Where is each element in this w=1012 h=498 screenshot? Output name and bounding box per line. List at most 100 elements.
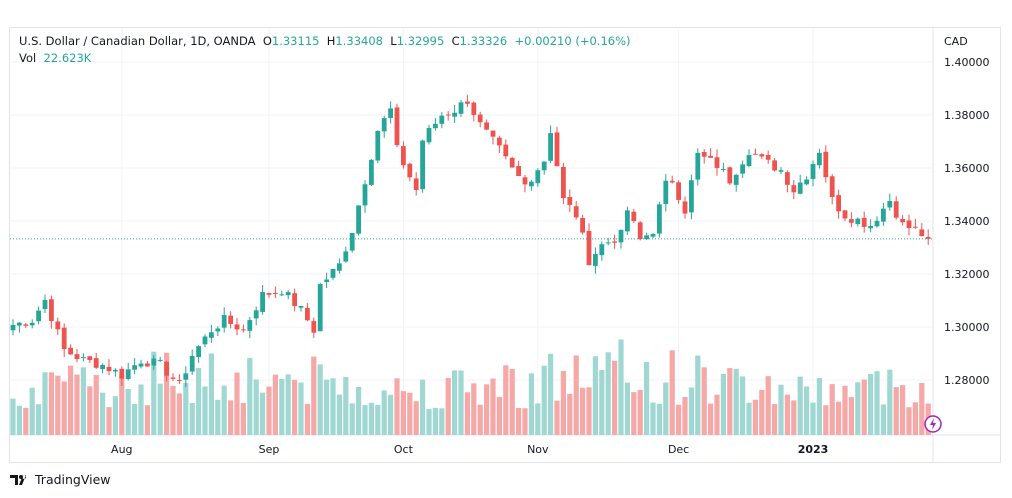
candle-body [503,144,509,157]
volume-bar [36,404,42,435]
candle-body [209,332,214,338]
volume-bar [765,376,771,435]
volume-bar [618,339,624,435]
candle-body [253,310,259,319]
candle-body [804,179,809,185]
candle-body [42,299,48,310]
volume-bar [816,378,822,435]
candle-body [317,284,323,332]
candle-body [746,155,752,167]
candle-body [343,251,349,262]
volume-bar [10,398,16,435]
candle-body [618,229,624,243]
volume-bar [215,399,221,435]
candle-body [586,230,592,266]
candle-body [29,322,35,326]
volume-bar [87,386,93,435]
volume-bar [452,370,458,435]
volume-bar [503,365,509,435]
volume-bar [240,403,246,435]
symbol-legend: U.S. Dollar / Canadian Dollar, 1D, OANDA… [19,34,631,48]
candle-body [778,170,784,172]
candle-body [375,131,381,161]
candle-body [311,321,317,333]
low-label: L [390,34,397,48]
candle-body [842,210,848,219]
candle-body [676,182,681,200]
volume-bar [381,390,387,435]
volume-bar [880,404,886,435]
candle-body [106,366,112,372]
volume-bar [432,407,438,435]
volume-bar [234,372,240,435]
candle-body [689,180,694,213]
candle-body [164,361,169,376]
brand-name: TradingView [35,472,111,487]
volume-bar [560,371,566,435]
change-value: +0.00210 (+0.16%) [514,34,631,48]
currency-label: CAD [944,35,968,48]
candle-body [855,218,861,225]
candle-body [196,346,201,358]
candle-body [292,293,297,307]
volume-bar [189,403,195,435]
candle-body [183,373,189,380]
volume-bar [285,374,291,435]
candle-body [791,185,797,193]
candle-body [241,329,246,331]
candle-body [55,321,61,330]
candle-body [221,314,227,328]
candle-body [765,154,771,160]
volume-bar [413,401,419,435]
candle-body [337,263,342,271]
volume-bar [93,375,99,435]
volume-bar [861,379,867,435]
tradingview-logo[interactable]: TradingView [10,472,111,487]
volume-bar [74,374,80,435]
volume-bar [810,402,816,435]
volume-bar [528,373,534,435]
candle-body [631,211,637,222]
volume-legend: Vol 22.623K [19,51,91,65]
volume-bar [663,382,669,435]
candle-body [605,242,611,244]
candle-body [87,356,93,361]
candle-body [650,233,656,237]
candle-body [420,140,425,190]
volume-bar [112,396,118,435]
candle-body [234,324,240,330]
volume-bar [106,407,112,435]
candle-body [260,292,265,312]
candle-body [900,219,905,223]
candle-body [305,307,310,321]
y-tick-label: 1.28000 [944,374,990,387]
volume-bar [912,402,918,435]
close-value: 1.33326 [459,34,508,48]
chart-frame [9,27,1001,463]
candle-body [215,328,221,332]
volume-bar [298,382,304,435]
volume-bar [458,370,464,435]
volume-bar [61,381,67,435]
volume-bar [368,402,374,435]
candle-body [426,128,432,143]
volume-bar [260,392,266,435]
candle-body [881,208,886,222]
volume-bar [202,386,208,435]
candle-body [836,195,841,212]
volume-bar [784,394,790,435]
volume-bar [196,367,202,435]
candle-body [657,204,662,234]
open-label: O [262,34,272,48]
candle-body [157,359,163,361]
candle-body [593,254,598,266]
volume-bar [464,392,470,435]
candle-body [93,358,99,368]
volume-bar [656,403,662,435]
volume-bar [791,400,797,435]
candle-body [599,244,605,256]
volume-bar [797,376,803,435]
x-tick-label: Nov [527,443,549,456]
volume-bar [906,407,912,435]
